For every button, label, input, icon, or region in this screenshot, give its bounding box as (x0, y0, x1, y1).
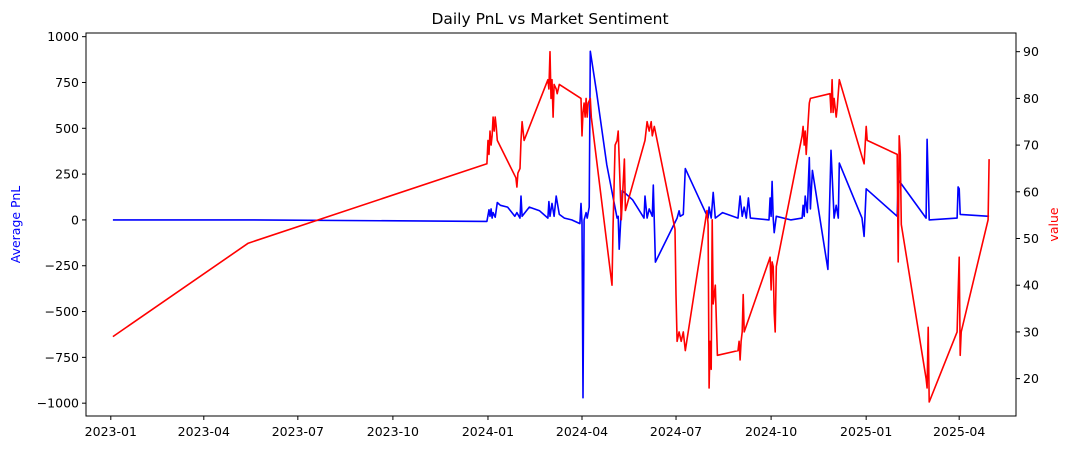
axis-ticks: 2023-01 2023-04 2023-07 2023-10 2024-01 2024-… (37, 29, 1039, 439)
y-left-tick-label: 500 (55, 121, 79, 136)
y-left-tick-label: −750 (45, 350, 79, 365)
y-left-tick-label: −500 (45, 304, 79, 319)
x-tick-label: 2023-04 (178, 424, 230, 439)
x-tick-label: 2023-01 (85, 424, 137, 439)
y-right-tick-label: 60 (1023, 184, 1039, 199)
plot-area (112, 50, 990, 403)
y-right-tick-label: 70 (1023, 138, 1039, 153)
y-left-tick-label: −250 (45, 258, 79, 273)
x-tick-label: 2023-07 (272, 424, 324, 439)
y-left-tick-label: 750 (55, 75, 79, 90)
y-right-tick-label: 20 (1023, 371, 1039, 386)
y-right-tick-label: 40 (1023, 278, 1039, 293)
y-right-tick-label: 30 (1023, 324, 1039, 339)
x-tick-label: 2024-07 (650, 424, 702, 439)
y-left-tick-label: 1000 (47, 29, 79, 44)
y-right-tick-label: 50 (1023, 231, 1039, 246)
chart-title: Daily PnL vs Market Sentiment (431, 10, 668, 28)
y-left-tick-label: −1000 (37, 396, 79, 411)
y-right-tick-label: 80 (1023, 91, 1039, 106)
plot-frame (85, 32, 1017, 417)
x-tick-label: 2025-01 (840, 424, 892, 439)
y-axis-left-label: Average PnL (8, 186, 23, 264)
x-tick-label: 2023-10 (367, 424, 419, 439)
x-tick-label: 2024-01 (462, 424, 514, 439)
x-tick-label: 2025-04 (933, 424, 985, 439)
y-axis-right-label: value (1046, 207, 1061, 241)
series-line-left (112, 50, 990, 399)
x-tick-label: 2024-10 (745, 424, 797, 439)
series-line-right (112, 50, 990, 403)
y-right-tick-label: 90 (1023, 44, 1039, 59)
x-tick-label: 2024-04 (556, 424, 608, 439)
y-left-tick-label: 0 (71, 212, 79, 227)
y-left-tick-label: 250 (55, 167, 79, 182)
